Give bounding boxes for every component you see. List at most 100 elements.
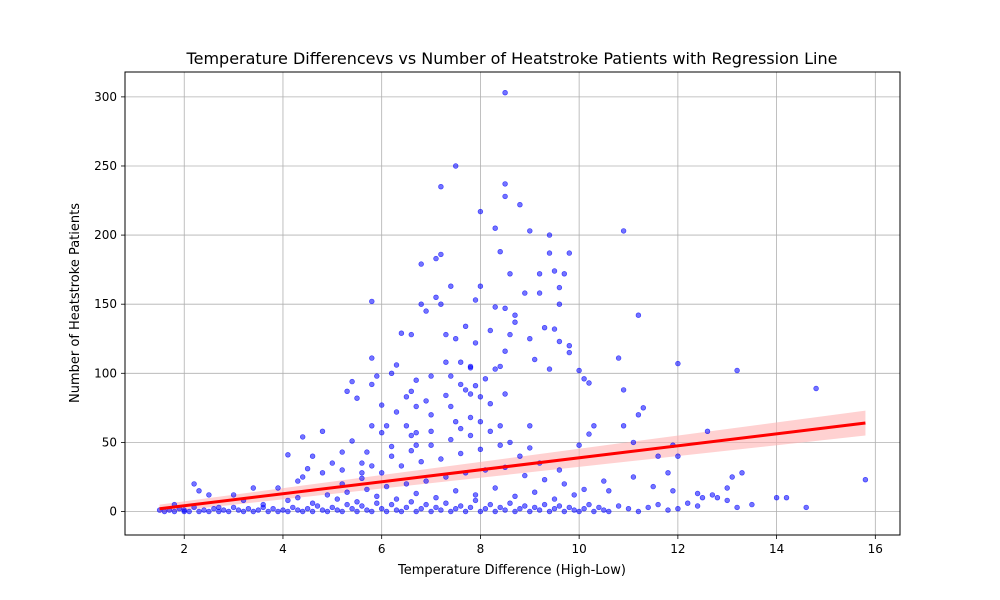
scatter-point (472, 297, 479, 303)
scatter-point (300, 508, 306, 515)
scatter-point (635, 508, 642, 515)
y-axis-label: Number of Heatstroke Patients (68, 203, 83, 403)
scatter-point (581, 486, 587, 493)
scatter-point (566, 504, 572, 511)
scatter-point (403, 481, 410, 487)
scatter-point (527, 336, 533, 342)
scatter-point (393, 409, 400, 415)
scatter-point (497, 249, 503, 255)
scatter-point (334, 507, 340, 513)
x-tick-label: 14 (769, 542, 784, 556)
scatter-point (309, 508, 316, 515)
y-tick-label: 150 (94, 297, 117, 311)
scatter-point (319, 470, 326, 476)
scatter-point (403, 504, 410, 511)
scatter-point (813, 385, 819, 392)
scatter-point (591, 423, 597, 429)
scatter-point (398, 463, 405, 469)
scatter-point (374, 500, 380, 506)
scatter-point (803, 504, 809, 511)
scatter-point (497, 423, 503, 429)
scatter-point (724, 485, 730, 491)
scatter-point (354, 395, 360, 401)
scatter-point (477, 446, 484, 452)
scatter-point (275, 485, 281, 491)
scatter-point (324, 508, 331, 515)
scatter-point (862, 477, 869, 483)
scatter-point (586, 431, 592, 437)
scatter-point (369, 463, 375, 469)
scatter-point (477, 283, 484, 289)
scatter-point (684, 500, 691, 506)
data-points (156, 89, 869, 515)
x-axis-label: Temperature Difference (High-Low) (397, 563, 626, 578)
regression-line-group (159, 421, 866, 511)
scatter-point (522, 503, 528, 509)
scatter-point (581, 506, 587, 512)
y-tick-label: 50 (102, 435, 117, 449)
scatter-point (630, 439, 637, 446)
scatter-point (497, 504, 503, 511)
scatter-point (472, 497, 479, 504)
scatter-point (531, 356, 538, 363)
scatter-point (492, 304, 498, 310)
scatter-point (221, 507, 227, 513)
scatter-point (339, 449, 345, 455)
chart-title: Temperature Differencevs vs Number of He… (186, 49, 838, 68)
scatter-point (324, 492, 331, 498)
scatter-point (467, 414, 474, 421)
scatter-point (467, 363, 474, 370)
scatter-point (255, 507, 261, 513)
scatter-point (507, 439, 513, 446)
scatter-point (541, 501, 548, 508)
scatter-point (551, 496, 558, 502)
scatter-point (329, 504, 335, 511)
scatter-point (403, 394, 410, 400)
scatter-point (226, 508, 232, 515)
scatter-point (734, 504, 740, 511)
scatter-point (536, 507, 543, 513)
y-tick-label: 200 (94, 228, 117, 242)
scatter-point (551, 506, 558, 512)
scatter-point (517, 453, 523, 459)
scatter-point (615, 355, 622, 361)
regression-line (159, 421, 866, 511)
scatter-point (418, 506, 424, 512)
x-tick-label: 16 (868, 542, 883, 556)
y-tick-label: 0 (109, 505, 117, 519)
scatter-point (300, 474, 306, 480)
scatter-point (527, 508, 533, 515)
scatter-point (393, 496, 400, 502)
scatter-point (398, 508, 405, 515)
scatter-point (428, 508, 434, 515)
scatter-point (211, 506, 217, 512)
scatter-point (704, 428, 711, 434)
scatter-point (196, 508, 202, 515)
scatter-point (586, 380, 592, 386)
scatter-point (640, 405, 646, 411)
scatter-point (458, 450, 464, 457)
scatter-point (423, 308, 429, 314)
scatter-point (408, 432, 414, 439)
scatter-point (773, 495, 780, 501)
scatter-point (250, 485, 257, 491)
scatter-point (734, 367, 740, 374)
scatter-point (541, 325, 548, 331)
scatter-point (472, 383, 479, 389)
scatter-point (522, 290, 528, 296)
scatter-point (418, 301, 424, 307)
scatter-point (531, 504, 538, 511)
scatter-point (388, 501, 395, 508)
scatter-point (512, 508, 518, 515)
scatter-point (467, 504, 474, 511)
scatter-point (655, 453, 661, 459)
scatter-point (620, 387, 627, 393)
axes-frame (124, 71, 901, 536)
scatter-point (393, 362, 400, 368)
scatter-point (502, 507, 508, 513)
scatter-point (536, 290, 543, 296)
scatter-point (655, 501, 661, 508)
scatter-point (694, 503, 701, 509)
scatter-point (487, 327, 493, 334)
scatter-point (502, 181, 508, 187)
